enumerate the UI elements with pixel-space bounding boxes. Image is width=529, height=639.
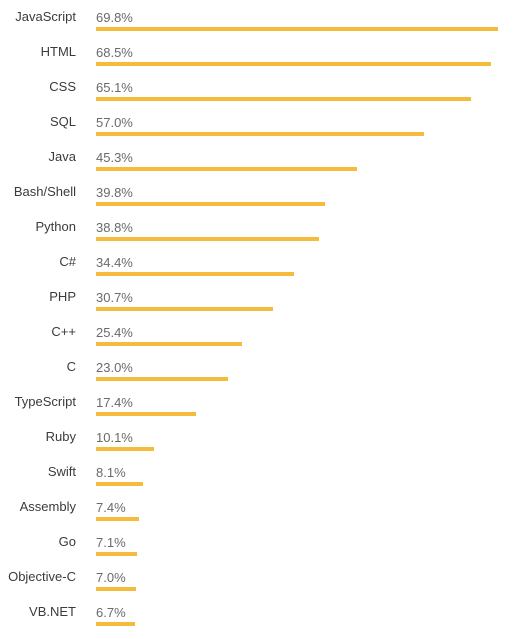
bar — [96, 62, 491, 66]
value-label: 30.7% — [96, 290, 133, 305]
bar-row: C++ 25.4% — [0, 322, 529, 357]
bar-row: Ruby 10.1% — [0, 427, 529, 462]
bar-row: C# 34.4% — [0, 252, 529, 287]
value-label: 7.0% — [96, 570, 126, 585]
category-label: HTML — [40, 44, 76, 59]
category-label: Ruby — [45, 429, 76, 444]
value-label: 6.7% — [96, 605, 126, 620]
bar — [96, 132, 424, 136]
category-label: VB.NET — [29, 604, 76, 619]
category-label: Objective-C — [8, 569, 76, 584]
category-label: CSS — [49, 79, 76, 94]
category-label: Assembly — [19, 499, 76, 514]
bar-row: C 23.0% — [0, 357, 529, 392]
value-label: 23.0% — [96, 360, 133, 375]
bar — [96, 377, 228, 381]
value-label: 38.8% — [96, 220, 133, 235]
value-label: 7.1% — [96, 535, 126, 550]
value-label: 25.4% — [96, 325, 133, 340]
bar-row: CSS 65.1% — [0, 77, 529, 112]
bar-row: SQL 57.0% — [0, 112, 529, 147]
bar-row: Assembly 7.4% — [0, 497, 529, 532]
category-label: Python — [35, 219, 76, 234]
bar-row: Objective-C 7.0% — [0, 567, 529, 602]
category-label: Swift — [47, 464, 76, 479]
bar — [96, 27, 498, 31]
bar — [96, 307, 273, 311]
bar — [96, 552, 137, 556]
bar-row: Go 7.1% — [0, 532, 529, 567]
category-label: SQL — [49, 114, 76, 129]
bar — [96, 272, 294, 276]
bar — [96, 517, 139, 521]
value-label: 7.4% — [96, 500, 126, 515]
value-label: 17.4% — [96, 395, 133, 410]
bar-row: VB.NET 6.7% — [0, 602, 529, 637]
bar — [96, 622, 135, 626]
bar-row: JavaScript 69.8% — [0, 7, 529, 42]
bar-row: Python 38.8% — [0, 217, 529, 252]
value-label: 8.1% — [96, 465, 126, 480]
category-label: C# — [59, 254, 76, 269]
bar — [96, 482, 143, 486]
value-label: 65.1% — [96, 80, 133, 95]
bar-row: PHP 30.7% — [0, 287, 529, 322]
bar-row: Swift 8.1% — [0, 462, 529, 497]
bar-row: HTML 68.5% — [0, 42, 529, 77]
value-label: 10.1% — [96, 430, 133, 445]
category-label: Bash/Shell — [13, 184, 76, 199]
value-label: 45.3% — [96, 150, 133, 165]
bar-row: Bash/Shell 39.8% — [0, 182, 529, 217]
value-label: 39.8% — [96, 185, 133, 200]
category-label: Java — [48, 149, 76, 164]
category-label: TypeScript — [14, 394, 76, 409]
bar-row: TypeScript 17.4% — [0, 392, 529, 427]
bar — [96, 447, 154, 451]
category-label: PHP — [49, 289, 76, 304]
category-label: C++ — [51, 324, 76, 339]
bar — [96, 202, 325, 206]
bar — [96, 97, 471, 101]
value-label: 69.8% — [96, 10, 133, 25]
bar-row: Java 45.3% — [0, 147, 529, 182]
bar — [96, 167, 357, 171]
value-label: 57.0% — [96, 115, 133, 130]
value-label: 34.4% — [96, 255, 133, 270]
category-label: JavaScript — [15, 9, 76, 24]
bar — [96, 587, 136, 591]
value-label: 68.5% — [96, 45, 133, 60]
bar — [96, 342, 242, 346]
bar — [96, 237, 319, 241]
category-label: C — [66, 359, 76, 374]
bar — [96, 412, 196, 416]
category-label: Go — [58, 534, 76, 549]
